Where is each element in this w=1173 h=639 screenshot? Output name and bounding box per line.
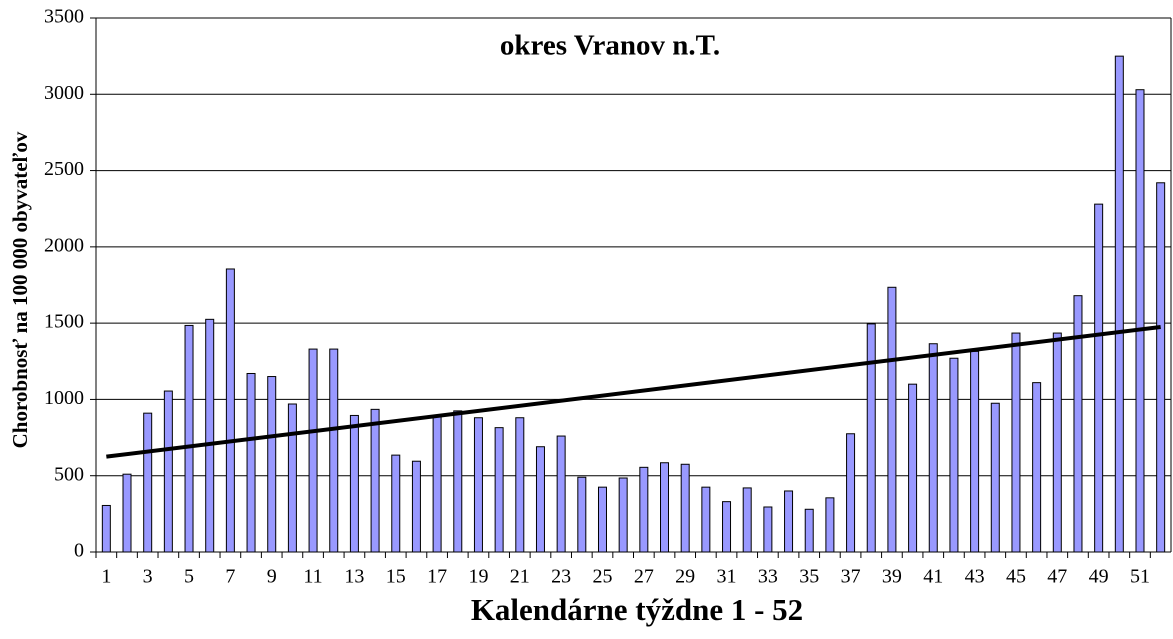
x-tick-label: 27 bbox=[634, 566, 654, 588]
bar bbox=[949, 357, 959, 553]
y-tick-label: 2000 bbox=[44, 234, 84, 256]
bar bbox=[101, 504, 111, 553]
x-tick-label: 47 bbox=[1047, 566, 1067, 588]
x-tick-label: 37 bbox=[841, 566, 861, 588]
bar bbox=[143, 412, 153, 553]
bar bbox=[1135, 89, 1145, 553]
x-tick-label: 31 bbox=[717, 566, 737, 588]
bar bbox=[535, 446, 545, 553]
bar bbox=[308, 348, 318, 553]
bar bbox=[597, 486, 607, 553]
x-tick-label: 3 bbox=[143, 566, 153, 588]
x-tick-label: 15 bbox=[386, 566, 406, 588]
bar bbox=[887, 286, 897, 553]
bar bbox=[1114, 55, 1124, 553]
bar bbox=[1156, 182, 1166, 553]
y-axis-label: Chorobnosť na 100 000 obyvateľov bbox=[8, 131, 32, 448]
bar bbox=[804, 508, 814, 553]
y-tick-label: 0 bbox=[74, 540, 84, 562]
bar bbox=[577, 476, 587, 553]
trendline bbox=[106, 324, 1161, 459]
x-tick-label: 7 bbox=[225, 566, 235, 588]
y-tick-label: 500 bbox=[54, 463, 84, 485]
bar bbox=[267, 376, 277, 553]
bar bbox=[556, 435, 566, 553]
x-tick-label: 35 bbox=[799, 566, 819, 588]
bar bbox=[453, 410, 463, 553]
bar bbox=[122, 473, 132, 553]
x-tick-label: 5 bbox=[184, 566, 194, 588]
bar bbox=[722, 501, 732, 553]
bar bbox=[784, 490, 794, 553]
y-tick-label: 1500 bbox=[44, 311, 84, 333]
x-tick-label: 23 bbox=[551, 566, 571, 588]
x-tick-label: 25 bbox=[592, 566, 612, 588]
bar bbox=[473, 417, 483, 553]
bar bbox=[639, 466, 649, 553]
x-axis-label: Kalendárne týždne 1 - 52 bbox=[471, 592, 803, 627]
x-tick-label: 11 bbox=[303, 566, 322, 588]
x-tick-label: 17 bbox=[427, 566, 447, 588]
x-tick-label: 13 bbox=[344, 566, 364, 588]
bar bbox=[494, 427, 504, 553]
x-tick-label: 1 bbox=[101, 566, 111, 588]
bar bbox=[205, 318, 215, 553]
bar bbox=[908, 383, 918, 553]
bar bbox=[349, 414, 359, 553]
x-tick-label: 33 bbox=[758, 566, 778, 588]
bar bbox=[246, 372, 256, 553]
bar bbox=[432, 414, 442, 553]
bar bbox=[1052, 332, 1062, 553]
bar bbox=[411, 460, 421, 553]
x-tick-label: 43 bbox=[965, 566, 985, 588]
x-tick-label: 49 bbox=[1089, 566, 1109, 588]
bar bbox=[1011, 332, 1021, 553]
bar bbox=[515, 417, 525, 553]
x-tick-label: 41 bbox=[923, 566, 943, 588]
x-tick-label: 29 bbox=[675, 566, 695, 588]
bar bbox=[763, 506, 773, 553]
bar bbox=[701, 486, 711, 553]
x-tick-label: 9 bbox=[267, 566, 277, 588]
bar bbox=[184, 324, 194, 553]
x-tick-label: 45 bbox=[1006, 566, 1026, 588]
bar bbox=[1073, 295, 1083, 553]
bar bbox=[742, 487, 752, 553]
bar bbox=[1032, 382, 1042, 553]
bar bbox=[1094, 203, 1104, 553]
bar bbox=[370, 408, 380, 553]
y-tick-label: 3500 bbox=[44, 6, 84, 28]
bar bbox=[970, 350, 980, 553]
chart-title: okres Vranov n.T. bbox=[500, 30, 720, 62]
y-tick-label: 2500 bbox=[44, 158, 84, 180]
bar bbox=[329, 348, 339, 553]
x-tick-label: 19 bbox=[468, 566, 488, 588]
x-tick-label: 21 bbox=[510, 566, 530, 588]
x-tick-label: 51 bbox=[1130, 566, 1150, 588]
bar bbox=[391, 454, 401, 553]
y-tick-label: 3000 bbox=[44, 82, 84, 104]
x-tick-label: 39 bbox=[882, 566, 902, 588]
y-tick-label: 1000 bbox=[44, 387, 84, 409]
bar bbox=[163, 390, 173, 553]
bar bbox=[618, 477, 628, 553]
bar bbox=[846, 433, 856, 553]
bar bbox=[866, 323, 876, 553]
bar bbox=[990, 402, 1000, 553]
bar bbox=[825, 497, 835, 553]
bar bbox=[225, 268, 235, 553]
bar bbox=[680, 463, 690, 553]
bar bbox=[287, 403, 297, 553]
bar bbox=[660, 462, 670, 553]
bar bbox=[928, 343, 938, 553]
